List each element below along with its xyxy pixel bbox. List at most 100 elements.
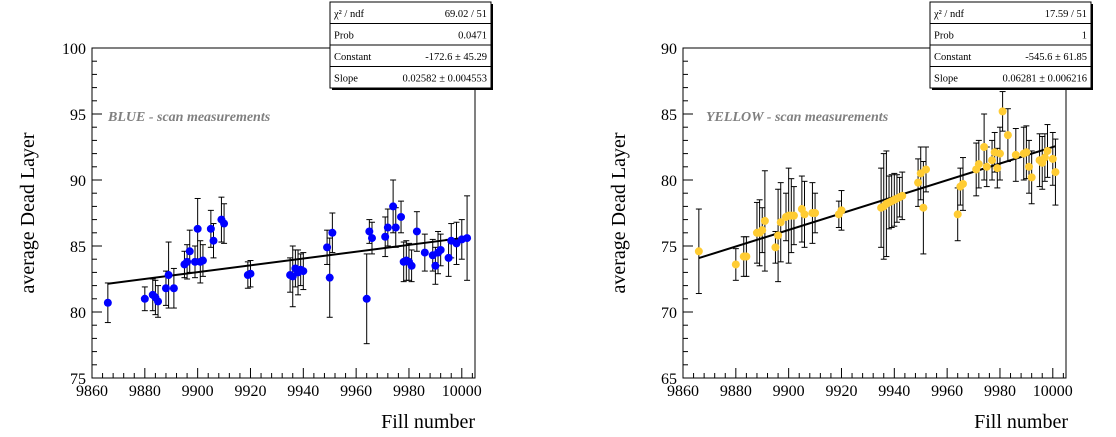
data-point — [811, 209, 820, 217]
data-point — [103, 298, 112, 307]
x-tick-label: 9960 — [340, 383, 372, 400]
data-point — [206, 224, 215, 233]
data-point — [958, 179, 967, 188]
data-point — [444, 253, 453, 262]
data-point — [758, 226, 767, 235]
data-point — [789, 211, 798, 220]
y-tick-label: 95 — [70, 107, 86, 124]
data-point — [299, 267, 308, 276]
stats-value: -545.6 ± 61.85 — [1025, 52, 1087, 63]
data-point — [436, 245, 445, 254]
stats-value: 1 — [1082, 30, 1087, 41]
stats-label: Prob — [934, 30, 954, 41]
plot-frame — [682, 47, 1067, 379]
annotation-label: BLUE - scan measurements — [107, 110, 271, 125]
x-tick-label: 10000 — [442, 383, 482, 400]
data-point — [995, 149, 1004, 158]
stats-value: 69.02 / 51 — [445, 9, 487, 20]
data-point — [998, 107, 1007, 116]
stats-label: Slope — [934, 73, 958, 84]
data-point — [183, 257, 192, 266]
stats-value: 0.06281 ± 0.006216 — [1002, 73, 1087, 84]
data-point — [220, 219, 229, 228]
data-point — [980, 143, 989, 151]
stats-label: χ² / ndf — [933, 9, 964, 20]
data-point — [1027, 173, 1036, 182]
y-tick-label: 65 — [661, 371, 677, 388]
y-tick-label: 80 — [661, 173, 677, 190]
x-tick-label: 9980 — [984, 383, 1016, 400]
data-point — [431, 261, 440, 270]
data-point — [742, 252, 751, 261]
data-point — [1051, 168, 1060, 177]
x-tick-label: 9860 — [667, 383, 699, 400]
y-tick-label: 90 — [661, 41, 677, 58]
y-tick-label: 75 — [70, 371, 86, 388]
stats-value: 17.59 / 51 — [1045, 9, 1087, 20]
data-point — [919, 203, 928, 212]
data-point — [800, 210, 809, 219]
x-tick-label: 9940 — [878, 383, 910, 400]
x-axis-title: Fill number — [974, 411, 1068, 433]
data-point — [1043, 146, 1052, 155]
data-point — [922, 165, 931, 174]
y-axis-title: average Dead Layer — [17, 132, 39, 293]
x-tick-label: 9920 — [825, 383, 857, 400]
data-point — [982, 162, 991, 171]
data-point — [988, 156, 997, 165]
stats-label: Constant — [934, 52, 971, 63]
data-point — [776, 218, 785, 227]
y-tick-label: 90 — [70, 173, 86, 190]
data-point — [362, 294, 371, 303]
data-point — [198, 256, 207, 265]
axis-ticks: 9860 9880 9900 9920 9940 9960 9980 10000 65 70 75 8… — [661, 41, 1073, 400]
data-point — [164, 271, 173, 280]
y-tick-label: 85 — [661, 107, 677, 124]
data-point — [974, 160, 983, 169]
data-point — [774, 231, 783, 240]
data-point — [1003, 131, 1012, 140]
data-point — [389, 202, 398, 211]
data-point — [771, 243, 780, 252]
data-markers — [694, 107, 1060, 269]
x-tick-label: 9960 — [931, 383, 963, 400]
data-point — [246, 269, 255, 278]
data-point — [1011, 150, 1020, 159]
data-point — [367, 234, 376, 243]
data-point — [328, 228, 337, 237]
data-point — [731, 260, 740, 269]
axis-ticks: 9860 9880 9900 9920 9940 9960 9980 10000 75 80 85 9… — [62, 41, 482, 400]
blue-panel: average Dead Layer Fill number BLUE - sc… — [17, 1, 493, 433]
data-point — [383, 223, 392, 232]
stats-value: 0.02582 ± 0.004553 — [402, 73, 487, 84]
data-point — [898, 191, 907, 200]
data-point — [1040, 153, 1049, 162]
data-point — [154, 297, 163, 306]
data-point — [161, 284, 170, 293]
x-tick-label: 9940 — [287, 383, 319, 400]
data-point — [837, 206, 846, 215]
x-tick-label: 9880 — [129, 383, 161, 400]
data-point — [391, 223, 400, 232]
data-point — [694, 247, 703, 256]
data-point — [463, 234, 472, 243]
y-tick-label: 100 — [62, 41, 86, 58]
data-point — [397, 212, 406, 221]
stats-label: Slope — [334, 73, 358, 84]
x-tick-label: 9980 — [393, 383, 425, 400]
data-point — [140, 294, 149, 303]
data-point — [381, 232, 390, 241]
data-point — [185, 247, 194, 256]
y-tick-label: 85 — [70, 239, 86, 256]
data-point — [1025, 162, 1034, 171]
data-point — [420, 248, 429, 257]
data-point — [169, 284, 178, 293]
data-point — [760, 216, 769, 225]
data-point — [193, 224, 202, 233]
x-tick-label: 9880 — [720, 383, 752, 400]
data-point — [209, 236, 218, 245]
data-point — [407, 261, 416, 270]
stats-label: χ² / ndf — [333, 9, 364, 20]
y-tick-label: 80 — [70, 305, 86, 322]
